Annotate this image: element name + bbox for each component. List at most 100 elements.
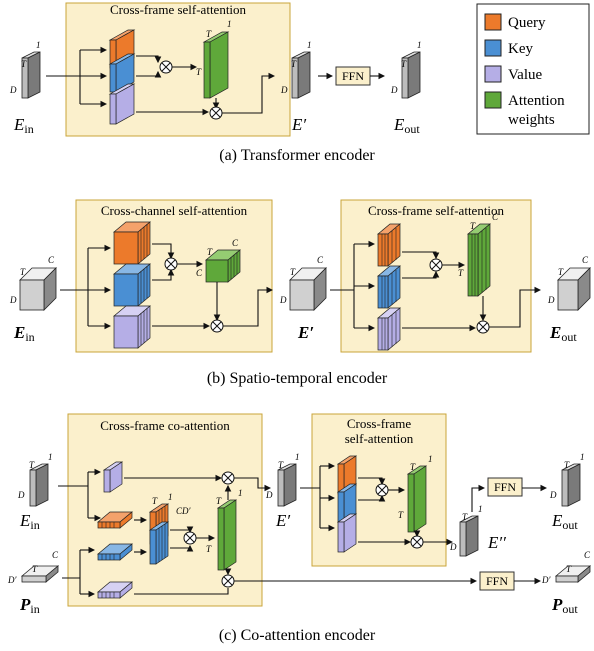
panel-b-output-tensor — [557, 267, 591, 311]
dim-label: D — [17, 490, 25, 500]
legend-attention-label-2: weights — [508, 112, 555, 128]
panel-b-input-label: Ein — [13, 323, 35, 344]
dim-label: T — [401, 59, 407, 69]
dim-label: 1 — [36, 40, 41, 50]
dim-label: T — [21, 59, 27, 69]
dim-label: C — [52, 550, 59, 560]
panel-c-block-2-key — [336, 483, 358, 523]
panel-c-query-tensor — [97, 511, 133, 529]
dim-label: T — [566, 564, 572, 574]
panel-a-ffn-label: FFN — [342, 69, 364, 83]
panel-b: Cross-channel self-attention Cross-frame… — [9, 199, 591, 387]
panel-a: Cross-frame self-attention T 1 D Ein — [9, 2, 422, 164]
dim-label: T — [207, 247, 213, 257]
panel-c-block-2-value — [336, 513, 358, 553]
panel-a-block-title: Cross-frame self-attention — [110, 2, 247, 17]
dim-label: C — [232, 238, 239, 248]
panel-c-caption: (c) Co-attention encoder — [219, 627, 376, 644]
panel-c-block-2-attention — [406, 465, 428, 533]
panel-a-input-tensor — [21, 51, 41, 99]
dim-label: T — [462, 512, 468, 522]
dim-label: D — [9, 295, 17, 305]
dim-label: 1 — [238, 488, 243, 498]
dim-label: T — [398, 510, 404, 520]
panel-b-block-1-value — [113, 305, 151, 349]
multiply-icon — [410, 535, 424, 549]
panel-c-mid-label: E′ — [275, 511, 290, 530]
panel-b-block-2-query — [377, 223, 401, 267]
panel-b-output-label: Eout — [549, 323, 577, 344]
dim-label: 1 — [580, 452, 585, 462]
panel-c-mid-tensor — [277, 463, 297, 507]
dim-label: D — [280, 85, 288, 95]
panel-b-caption: (b) Spatio-temporal encoder — [207, 370, 388, 387]
panel-b-block-2-value — [377, 307, 401, 351]
dim-label: C — [584, 550, 591, 560]
dim-label: C — [317, 255, 324, 265]
multiply-icon — [164, 257, 178, 271]
dim-label: 1 — [428, 454, 433, 464]
panel-c-mid2-label: E′′ — [487, 533, 506, 552]
dim-label: T — [196, 67, 202, 77]
multiply-icon — [210, 319, 224, 333]
multiply-icon — [159, 60, 173, 74]
dim-label: C — [492, 212, 499, 222]
panel-a-mid-tensor — [291, 51, 311, 99]
dim-label: T — [278, 460, 284, 470]
panel-a-value-tensor — [108, 83, 136, 125]
legend-attention-label: Attention — [508, 93, 565, 109]
legend-key-swatch — [484, 39, 502, 57]
panel-c: Cross-frame co-attention Cross-frame sel… — [7, 413, 592, 644]
dim-label: T — [290, 267, 296, 277]
panel-c-value-tensor — [102, 461, 124, 493]
legend-value-swatch — [484, 65, 502, 83]
panel-c-qk-key — [148, 521, 170, 565]
dim-label: T — [32, 564, 38, 574]
dim-label: T — [558, 267, 564, 277]
dim-label: 1 — [48, 452, 53, 462]
multiply-icon — [183, 531, 197, 545]
multiply-icon — [429, 258, 443, 272]
panel-b-mid-tensor — [289, 267, 327, 311]
panel-c-ffn-top-label: FFN — [494, 480, 516, 494]
dim-label: CD′ — [176, 506, 192, 516]
panel-a-attention-weights — [202, 31, 230, 99]
legend-query-label: Query — [508, 15, 546, 31]
panel-c-block-2-title-2: self-attention — [345, 431, 414, 446]
dim-label: D — [449, 542, 457, 552]
dim-label: T — [206, 544, 212, 554]
panel-a-block — [65, 2, 291, 137]
panel-c-input-e-label: Ein — [19, 511, 40, 532]
dim-label: T — [564, 460, 570, 470]
panel-c-output-p-label: Pout — [551, 595, 578, 616]
dim-label: T — [458, 268, 464, 278]
dim-label: 1 — [417, 40, 422, 50]
dim-label: D — [265, 490, 273, 500]
legend-value-label: Value — [508, 67, 542, 83]
dim-label: C — [582, 255, 589, 265]
legend-query-swatch — [484, 13, 502, 31]
dim-label: T — [29, 460, 35, 470]
panel-b-input-tensor — [19, 267, 57, 311]
legend: Query Key Value Attention weights — [476, 3, 590, 135]
dim-label: D — [547, 295, 555, 305]
panel-c-input-p-tensor — [20, 565, 60, 583]
dim-label: D — [390, 85, 398, 95]
panel-a-input-label: Ein — [13, 115, 34, 136]
panel-a-output-tensor — [401, 51, 421, 99]
panel-b-block-1-attention — [205, 249, 241, 283]
panel-c-p-value-tensor — [97, 581, 133, 599]
dim-label: 1 — [478, 504, 483, 514]
panel-c-mid2-tensor — [459, 515, 479, 557]
panel-b-block-1-title: Cross-channel self-attention — [101, 203, 248, 218]
dim-label: T — [206, 29, 212, 39]
dim-label: D — [279, 295, 287, 305]
multiply-icon — [209, 106, 223, 120]
dim-label: T — [152, 496, 158, 506]
panel-a-output-label: Eout — [393, 115, 420, 136]
panel-c-block-1-title: Cross-frame co-attention — [100, 418, 230, 433]
panel-a-key-tensor — [108, 53, 136, 93]
panel-c-ffn-top-box — [487, 477, 523, 497]
panel-c-input-p-label: Pin — [19, 595, 40, 616]
